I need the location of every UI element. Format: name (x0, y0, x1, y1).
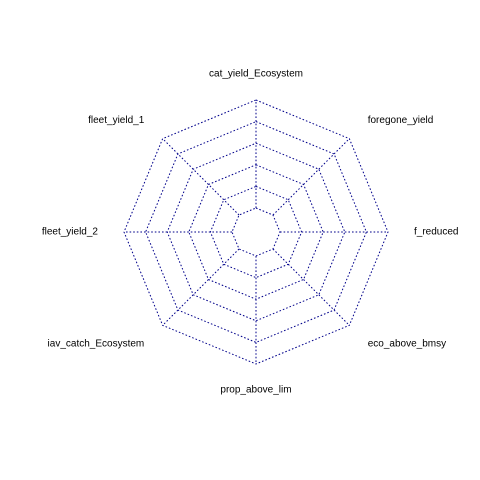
radar-grid-spokes (124, 100, 388, 364)
axis-label-iav_catch_Ecosystem: iav_catch_Ecosystem (48, 338, 145, 349)
axis-label-cat_yield_Ecosystem: cat_yield_Ecosystem (209, 69, 303, 80)
radar-ring-5 (145, 121, 367, 343)
radar-ring-1 (231, 207, 281, 257)
radar-spoke-foregone_yield (272, 138, 350, 216)
radar-ring-4 (166, 142, 346, 322)
radar-axis-labels: cat_yield_Ecosystem foregone_yield f_reduc… (42, 69, 459, 396)
radar-spoke-iav_catch_Ecosystem (162, 248, 240, 326)
axis-label-eco_above_bmsy: eco_above_bmsy (368, 338, 446, 349)
axis-label-f_reduced: f_reduced (414, 227, 458, 238)
axis-label-fleet_yield_2: fleet_yield_2 (42, 227, 99, 238)
radar-spoke-fleet_yield_1 (162, 138, 240, 216)
radar-ring-6 (123, 99, 389, 365)
axis-label-prop_above_lim: prop_above_lim (220, 385, 291, 396)
axis-label-foregone_yield: foregone_yield (368, 115, 434, 126)
axis-label-fleet_yield_1: fleet_yield_1 (88, 115, 145, 126)
radar-spoke-eco_above_bmsy (272, 248, 350, 326)
